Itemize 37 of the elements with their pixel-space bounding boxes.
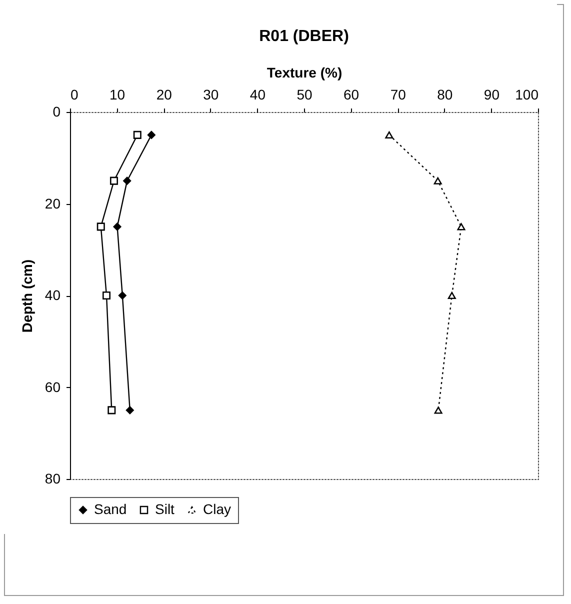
y-tick-label: 60 <box>44 378 61 395</box>
point <box>110 176 118 185</box>
x-tick-label: 70 <box>390 86 406 102</box>
point <box>113 222 122 231</box>
point <box>457 223 466 230</box>
x-axis-title: Texture (%) <box>266 64 342 80</box>
x-tick-label: 10 <box>110 86 126 102</box>
point <box>147 130 156 139</box>
x-tick-label: 30 <box>203 86 219 102</box>
point <box>96 222 105 231</box>
x-tick-label: 50 <box>296 86 312 102</box>
legend-label: Silt <box>155 501 175 517</box>
x-tick-label: 40 <box>250 86 266 102</box>
point <box>448 292 456 300</box>
legend-label: Clay <box>203 501 232 517</box>
x-tick-label: 0 <box>70 86 78 102</box>
y-tick-label: 20 <box>44 195 61 212</box>
x-tick-label: 60 <box>344 86 360 102</box>
y-tick-label: 0 <box>52 104 61 120</box>
x-tick-label: 100 <box>515 86 539 102</box>
chart-title: R01 (DBER) <box>259 28 349 45</box>
point <box>126 406 134 414</box>
point <box>133 130 142 139</box>
x-tick-label: 80 <box>437 86 453 102</box>
point <box>102 291 111 300</box>
x-tick-label: 90 <box>484 86 500 102</box>
y-tick-label: 40 <box>44 287 61 303</box>
point <box>434 177 442 184</box>
x-tick-label: 20 <box>156 86 172 102</box>
y-tick-label: 80 <box>44 470 61 486</box>
point <box>385 131 394 138</box>
point <box>118 291 126 300</box>
legend-label: Sand <box>94 501 127 517</box>
y-axis-title: Depth (cm) <box>18 259 35 333</box>
point <box>434 406 442 414</box>
point <box>123 176 132 185</box>
point <box>108 406 116 414</box>
